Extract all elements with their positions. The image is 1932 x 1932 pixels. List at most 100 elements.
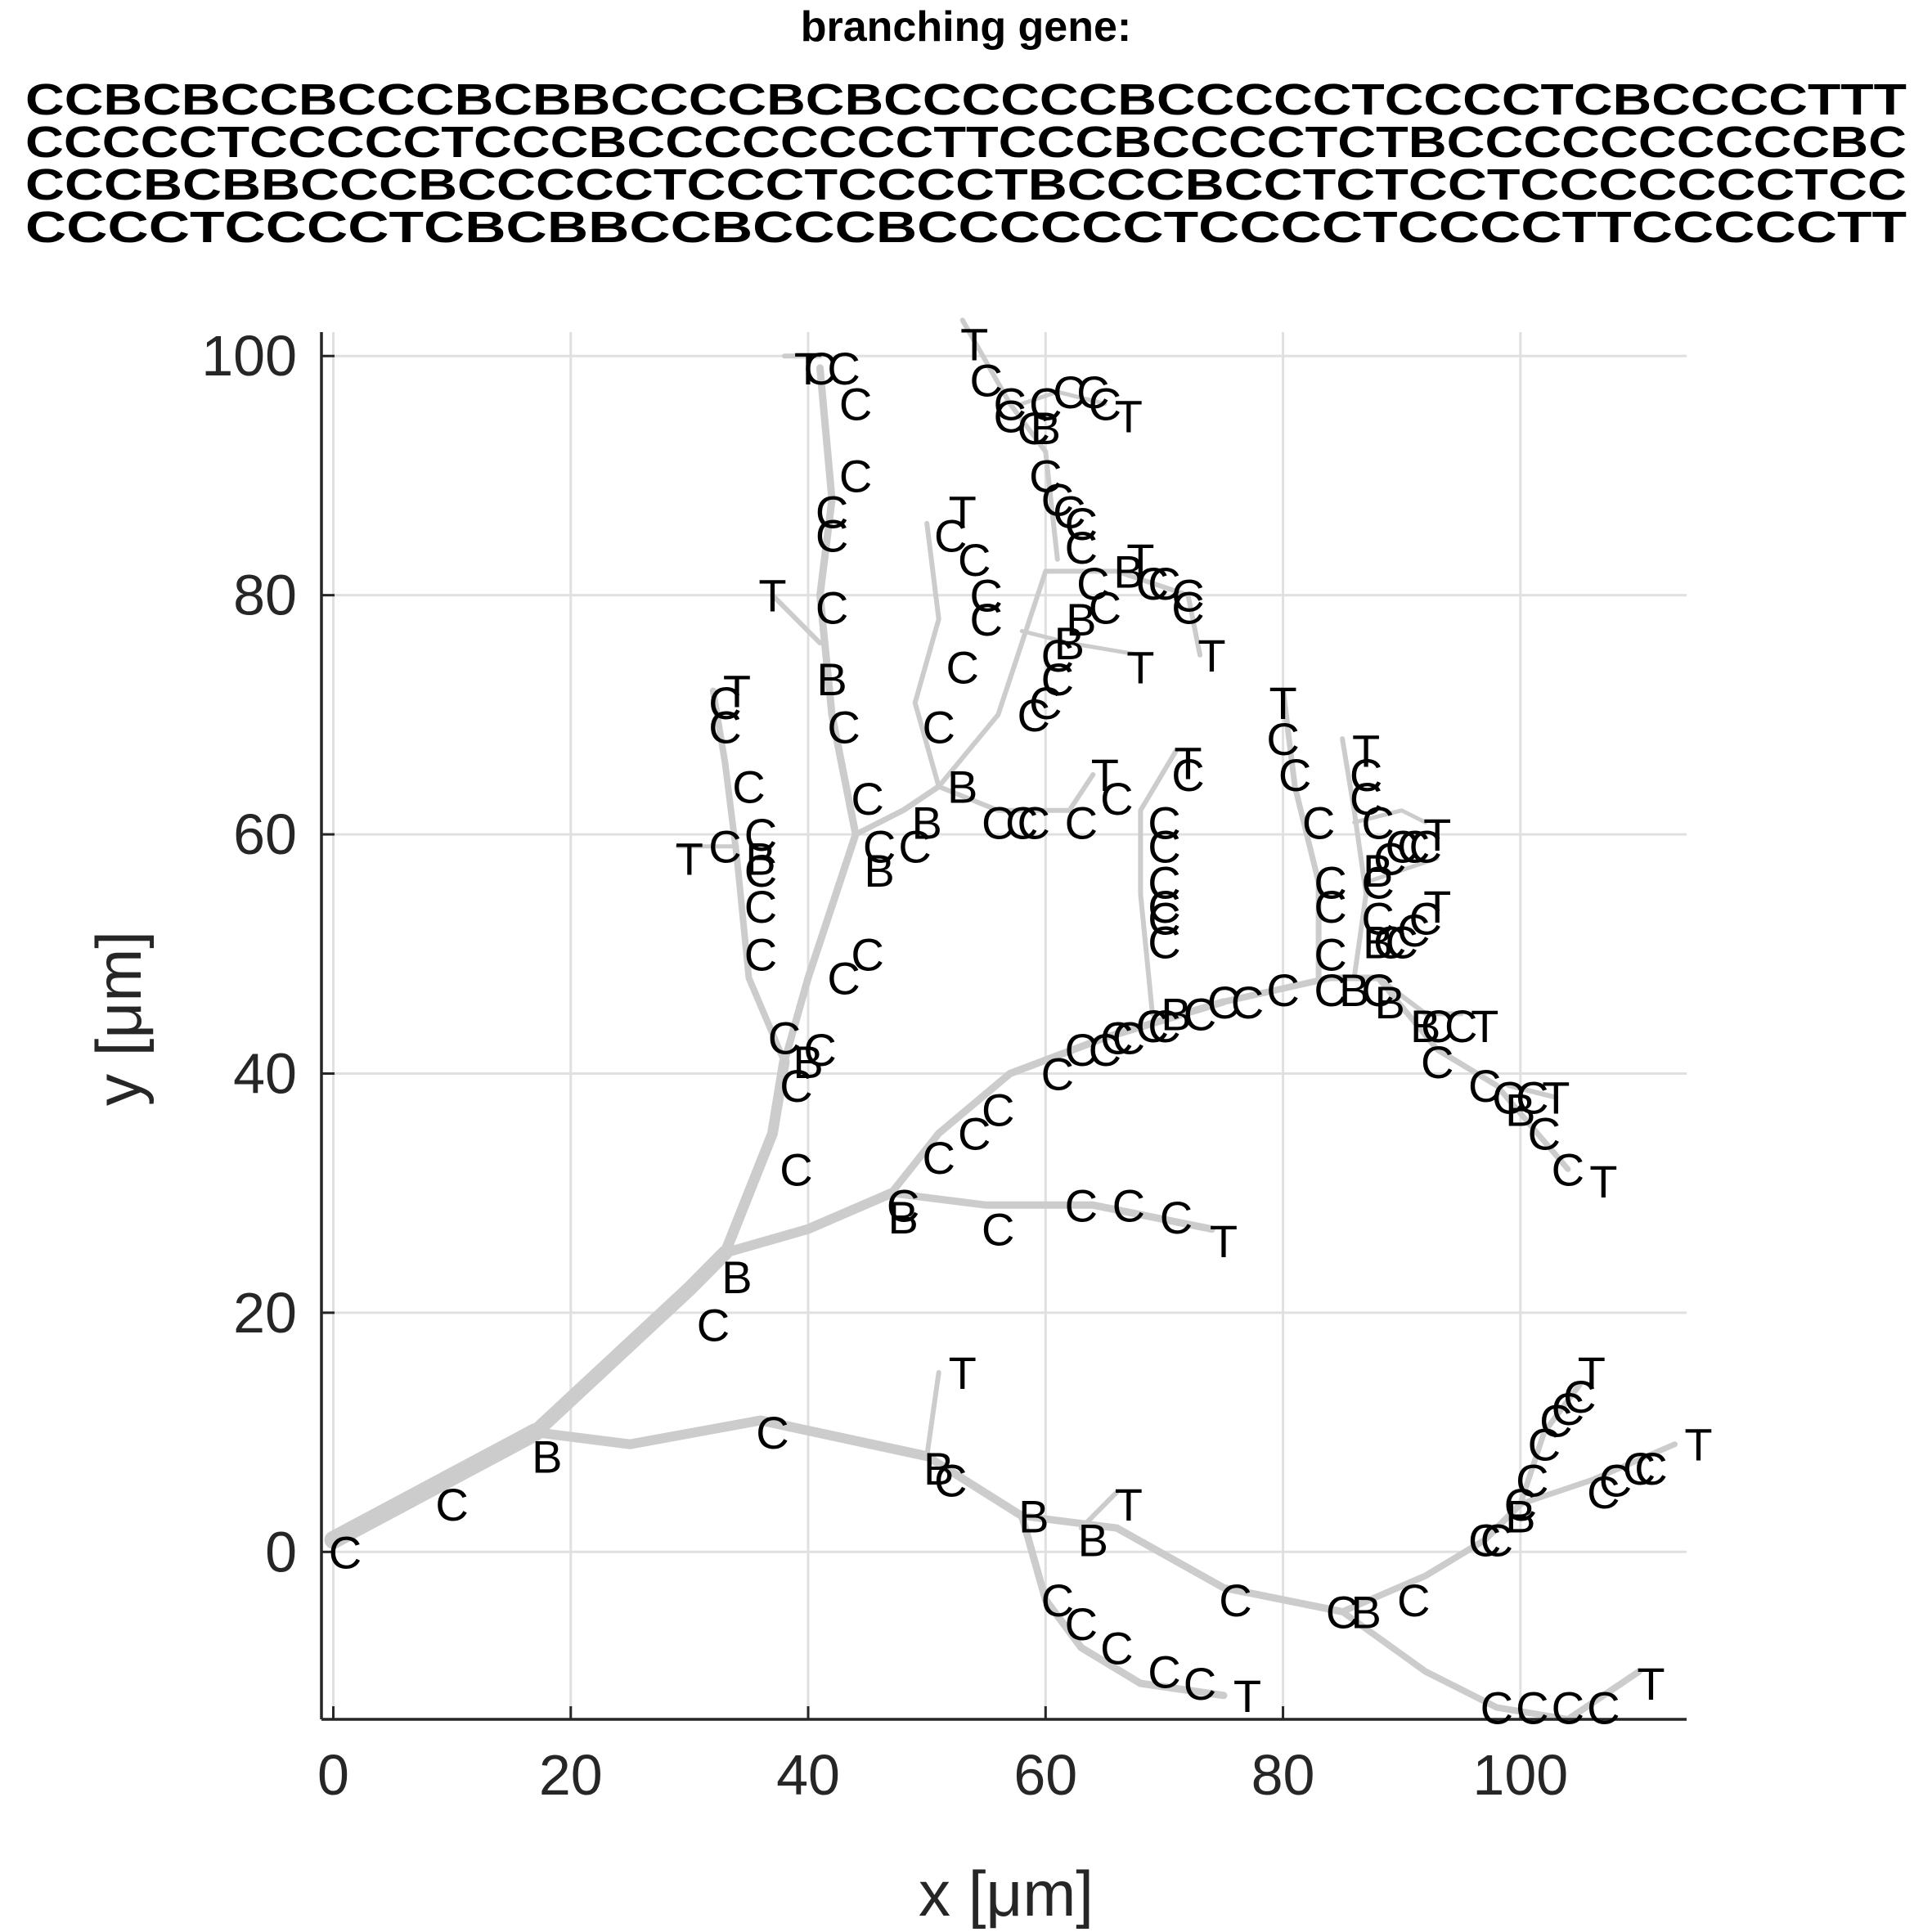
node-label: C [1089,379,1121,430]
branch-segment [1019,629,1143,658]
node-label: C [329,1526,362,1578]
node-label: C [1528,1419,1561,1471]
node-label: C [1350,773,1382,824]
node-label: C [1076,366,1109,418]
branch-segment [887,998,1228,1197]
node-label: C [1361,892,1394,944]
branch-segment [1352,808,1428,824]
node-label: C [697,1300,730,1351]
node-label: B [793,1036,823,1088]
node-label: C [1623,1443,1656,1494]
node-label: T [1174,737,1202,789]
node-label: C [780,1060,812,1112]
node-label: C [744,845,777,896]
node-label: B [1505,1490,1535,1542]
node-label: T [1233,1670,1261,1722]
node-label: C [1207,977,1240,1028]
node-label: C [1421,1036,1453,1088]
node-label: T [1423,881,1451,932]
node-label: C [1587,1682,1620,1733]
node-label: C [1373,833,1406,884]
branch-segment [719,1056,790,1259]
node-label: C [1278,749,1311,801]
node-label: C [1148,917,1180,968]
node-label: C [1350,749,1382,801]
branch-segment [912,520,941,789]
node-label: C [1041,1575,1074,1626]
node-label: C [1148,558,1180,609]
branch-segment [709,687,788,1065]
node-label: C [1361,964,1394,1016]
branch-segment [780,902,836,1066]
node-label: C [1480,1515,1513,1566]
chart-title-gene-line: CCBCBCCBCCCBCBBCCCCBCBCCCCCCBCCCCCTCCCCT… [25,75,1907,124]
node-label: C [1018,402,1050,454]
x-tick-label: 80 [1251,1743,1315,1807]
node-label: C [1552,1143,1584,1195]
node-label: B [1505,1084,1535,1135]
node-label: C [1100,1622,1133,1674]
node-label: T [1637,1658,1665,1710]
x-tick-label: 60 [1013,1743,1077,1807]
branch-segment [1339,1500,1524,1615]
node-label: C [1065,522,1098,573]
branch-segment [1280,688,1322,981]
branch-segment [1364,856,1440,885]
branch-segment [816,364,860,910]
chart-title-gene-line: CCCBCBBCCCBCCCCCTCCCTCCCCTBCCCBCCTCTCCTC… [25,160,1907,209]
node-label: C [898,821,931,873]
node-label: C [1314,928,1346,980]
node-label: C [1528,1108,1561,1160]
chart-title: branching gene: CCBCBCCBCCCBCBBCCCCBCBCCC… [25,3,1907,252]
node-label: B [745,833,775,884]
node-label: C [1065,1179,1098,1231]
node-label: C [1361,857,1394,909]
node-label: T [1471,1000,1498,1052]
node-label: C [946,641,978,693]
grid [321,332,1687,1719]
node-label: C [1148,1647,1180,1698]
x-tick-label: 20 [539,1743,603,1807]
node-label: C [934,510,967,562]
node-label: C [970,594,1003,645]
branch-segment [1078,1489,1120,1531]
node-label: C [994,379,1027,430]
node-label: B [1054,618,1085,669]
node-label: C [1587,1467,1620,1518]
node-label: C [1136,1000,1169,1052]
node-label: C [1219,1575,1251,1626]
node-label: B [1350,1586,1381,1638]
node-label: C [1171,749,1204,801]
node-label: C [732,762,765,813]
node-label: C [1029,450,1062,501]
node-label: T [758,570,786,622]
node-label: B [864,845,894,896]
node-label: B [532,1431,562,1482]
branch-segment [1018,1512,1228,1700]
y-tick-label: 100 [201,324,297,388]
node-label: B [1339,964,1369,1016]
node-label: B [947,762,977,813]
node-label: C [863,821,896,873]
node-label: C [1516,1455,1548,1507]
node-label: C [1599,1455,1632,1507]
branch-segment [770,592,823,646]
node-label: C [1148,881,1180,932]
node-label: C [839,379,872,430]
branch-segment [924,1370,941,1459]
node-label: C [1516,1072,1548,1124]
node-label: C [1373,917,1406,968]
node-label: C [982,1084,1014,1135]
node-label: C [1480,1682,1513,1733]
node-label: C [1148,1000,1180,1052]
node-label: B [1374,977,1404,1028]
node-label: C [970,354,1003,406]
node-label: C [435,1479,468,1530]
node-label: C [982,1204,1014,1256]
node-label: C [1041,630,1074,681]
branch-segment [530,1415,932,1462]
node-label: C [1184,1658,1216,1710]
node-label: T [1578,1347,1606,1399]
node-label: T [1352,726,1380,777]
